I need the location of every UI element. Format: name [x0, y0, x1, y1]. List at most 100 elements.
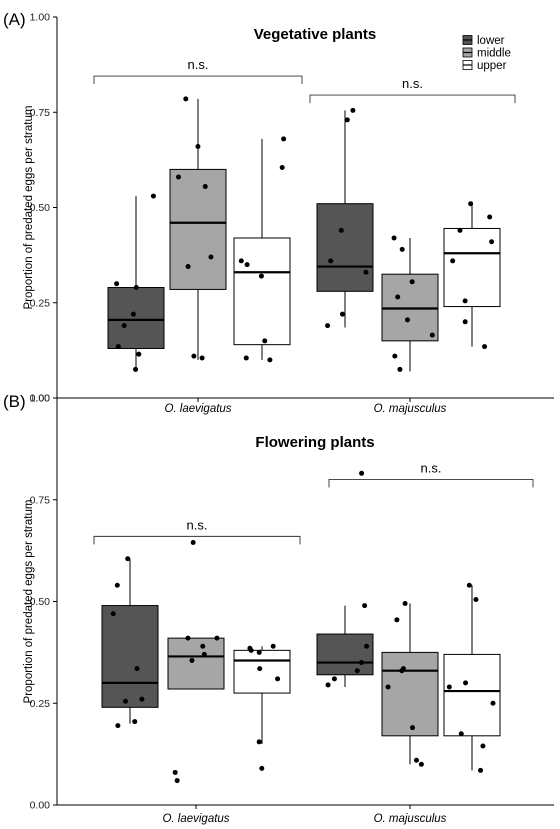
data-point — [354, 668, 360, 674]
box-iqr — [101, 605, 159, 708]
data-point — [458, 731, 464, 737]
data-point — [247, 645, 253, 651]
box-iqr — [169, 168, 227, 290]
data-point — [328, 258, 334, 264]
data-point — [114, 582, 120, 588]
data-point — [362, 603, 368, 609]
data-point — [133, 366, 139, 372]
data-point — [399, 246, 405, 252]
data-point — [350, 107, 356, 113]
data-point — [339, 311, 345, 317]
box-middle — [381, 235, 439, 372]
x-category-label: O. laevigatus — [164, 403, 231, 415]
data-point — [338, 227, 344, 233]
y-tick-label: 1.00 — [30, 393, 51, 405]
data-point — [150, 193, 156, 199]
data-point — [482, 344, 488, 350]
data-point — [201, 651, 207, 657]
y-axis-label: Proportion of predated eggs per stratum — [23, 500, 35, 704]
data-point — [136, 351, 142, 357]
data-point — [392, 353, 398, 359]
data-point — [405, 317, 411, 323]
data-point — [331, 676, 337, 682]
data-point — [214, 635, 220, 641]
data-point — [489, 239, 495, 245]
panel-letter: (B) — [3, 392, 26, 411]
data-point — [344, 117, 350, 123]
data-point — [172, 769, 178, 775]
data-point — [115, 344, 121, 350]
box-middle — [167, 539, 225, 784]
data-point — [191, 353, 197, 359]
data-point — [429, 332, 435, 338]
data-point — [122, 698, 128, 704]
y-tick-label: 0.75 — [30, 107, 51, 119]
box-iqr — [233, 649, 291, 694]
box-lower — [101, 556, 159, 729]
significance-label: n.s. — [187, 517, 208, 532]
box-upper — [443, 201, 501, 350]
box-lower — [316, 470, 374, 688]
data-point — [258, 273, 264, 279]
data-point — [279, 164, 285, 170]
box-upper — [233, 136, 291, 363]
data-point — [325, 682, 331, 688]
box-upper — [443, 582, 501, 773]
significance-label: n.s. — [402, 76, 423, 91]
data-point — [202, 184, 208, 190]
x-category-label: O. laevigatus — [162, 813, 229, 825]
data-point — [450, 258, 456, 264]
data-point — [457, 227, 463, 233]
y-tick-label: 0.00 — [30, 800, 51, 812]
data-point — [243, 355, 249, 361]
box-iqr — [381, 651, 439, 737]
y-tick-label: 1.00 — [30, 12, 51, 24]
chart-title: Flowering plants — [255, 434, 374, 451]
legend-label: middle — [477, 48, 511, 60]
data-point — [259, 765, 265, 771]
data-point — [462, 319, 468, 325]
data-point — [189, 658, 195, 664]
data-point — [466, 582, 472, 588]
data-point — [397, 366, 403, 372]
significance-bracket — [328, 478, 534, 488]
data-point — [400, 666, 406, 672]
data-point — [487, 214, 493, 220]
data-point — [490, 700, 496, 706]
data-point — [183, 96, 189, 102]
box-iqr — [233, 237, 291, 346]
panel-letter: (A) — [3, 10, 26, 29]
significance-bracket — [93, 535, 301, 545]
data-point — [446, 684, 452, 690]
data-point — [199, 355, 205, 361]
data-point — [325, 323, 331, 329]
data-point — [185, 635, 191, 641]
box-middle — [169, 96, 227, 361]
data-point — [121, 323, 127, 329]
data-point — [238, 258, 244, 264]
x-category-label: O. majusculus — [374, 403, 447, 415]
data-point — [402, 601, 408, 607]
panel-flowering: 0.00 0.25 0.50 0.75 1.00 (B) Flowering plants P… — [3, 392, 554, 825]
data-point — [244, 262, 250, 268]
data-point — [463, 680, 469, 686]
data-point — [480, 743, 486, 749]
y-tick-label: 0.25 — [30, 698, 51, 710]
box-iqr — [167, 637, 225, 690]
data-point — [185, 264, 191, 270]
box-iqr — [316, 633, 374, 676]
data-point — [473, 596, 479, 602]
y-tick-label: 0.25 — [30, 297, 51, 309]
data-point — [115, 723, 121, 729]
data-point — [385, 684, 391, 690]
significance-bracket — [309, 94, 516, 104]
box-middle — [381, 601, 439, 767]
data-point — [413, 757, 419, 763]
data-point — [208, 254, 214, 260]
data-point — [130, 311, 136, 317]
box-lower — [316, 107, 374, 329]
data-point — [468, 201, 474, 207]
data-point — [176, 174, 182, 180]
data-point — [125, 556, 131, 562]
